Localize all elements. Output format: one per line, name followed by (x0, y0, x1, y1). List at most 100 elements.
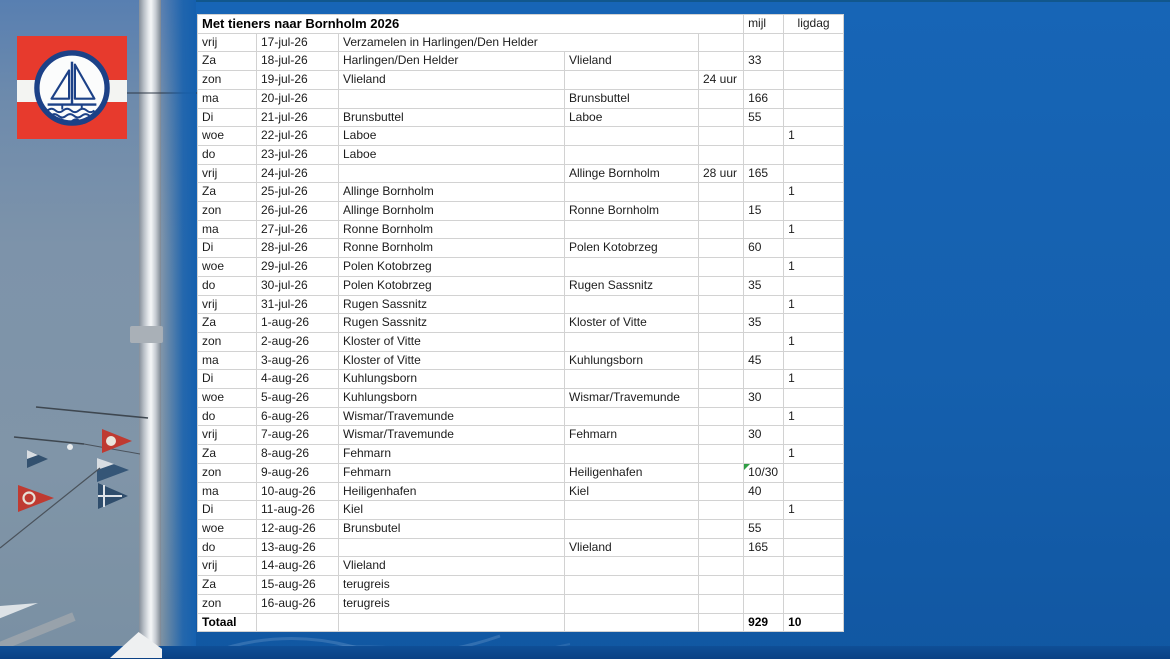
mast (139, 0, 161, 646)
table-row: do 30-jul-26 Polen Kotobrzeg Rugen Sassnitz… (197, 275, 845, 296)
cell-date: 17-jul-26 (256, 32, 339, 53)
cell-day: zon (197, 201, 257, 221)
cell-from: Brunsbutel (338, 518, 565, 539)
cell-from: Polen Kotobrzeg (338, 275, 565, 296)
cell-to: Vlieland (564, 51, 699, 72)
cell-date: 20-jul-26 (256, 88, 339, 109)
cell-day: Di (197, 500, 257, 520)
cell-mijl: 10/30 (743, 462, 785, 483)
cell-mijl: 33 (743, 51, 785, 72)
cell-mijl (743, 182, 785, 203)
cell-mijl: 40 (743, 481, 785, 502)
cell-from: terugreis (338, 593, 565, 614)
cell-date: 21-jul-26 (256, 107, 339, 128)
cell-to: Wismar/Travemunde (564, 388, 699, 408)
cell-ligdag (783, 462, 845, 483)
cell-from: Heiligenhafen (338, 481, 565, 502)
cell-from: Laboe (338, 126, 565, 146)
cell-mijl: 166 (743, 88, 785, 109)
harbor-photo (0, 0, 197, 653)
table-row: Di 28-jul-26 Ronne Bornholm Polen Kotobrzeg… (197, 238, 845, 259)
cell-from: Vlieland (338, 70, 565, 90)
cell-duration (697, 425, 745, 446)
cell-ligdag (783, 51, 845, 72)
table-row: Za 25-jul-26 Allinge Bornholm 1 (197, 182, 845, 203)
cell-duration (697, 107, 745, 128)
cell-ligdag (783, 163, 845, 184)
cell-from: Kiel (338, 500, 565, 520)
cell-date: 8-aug-26 (256, 444, 339, 464)
cell-date: 1-aug-26 (256, 313, 339, 333)
table-row: Za 1-aug-26 Rugen Sassnitz Kloster of Vitte… (197, 313, 845, 333)
cell-duration (697, 388, 745, 408)
cell-day: Za (197, 575, 257, 595)
cell-day: Di (197, 369, 257, 390)
cell-from: Kloster of Vitte (338, 331, 565, 352)
cell-to (564, 593, 699, 614)
table-cell-empty (564, 612, 699, 633)
cell-date: 2-aug-26 (256, 331, 339, 352)
cell-date: 29-jul-26 (256, 257, 339, 277)
cell-duration (697, 350, 745, 371)
table-row: Di 21-jul-26 Brunsbuttel Laboe 55 (197, 107, 845, 128)
cell-day: Di (197, 238, 257, 259)
cell-mijl: 165 (743, 163, 785, 184)
cell-ligdag (783, 481, 845, 502)
cell-date: 18-jul-26 (256, 51, 339, 72)
cell-day: ma (197, 88, 257, 109)
cell-day: Za (197, 444, 257, 464)
cell-from (338, 537, 565, 558)
cell-from: Kuhlungsborn (338, 388, 565, 408)
table-row: zon 26-jul-26 Allinge Bornholm Ronne Bornho… (197, 201, 845, 221)
sailing-club-logo (17, 36, 127, 139)
cell-duration (697, 144, 745, 165)
cell-day: ma (197, 350, 257, 371)
cell-ligdag (783, 537, 845, 558)
cell-duration: 28 uur (697, 163, 745, 184)
cell-day: vrij (197, 294, 257, 315)
cell-mijl (743, 331, 785, 352)
cell-day: woe (197, 388, 257, 408)
cell-ligdag: 1 (783, 219, 845, 240)
cell-ligdag (783, 144, 845, 165)
cell-mijl: 60 (743, 238, 785, 259)
cell-day: zon (197, 70, 257, 90)
cell-ligdag (783, 593, 845, 614)
cell-mijl: 35 (743, 313, 785, 333)
cell-duration (697, 500, 745, 520)
cell-to: Brunsbuttel (564, 88, 699, 109)
cell-mijl (743, 294, 785, 315)
cell-day: vrij (197, 32, 257, 53)
table-row: woe 29-jul-26 Polen Kotobrzeg 1 (197, 257, 845, 277)
cell-to (564, 331, 699, 352)
table-row: zon 9-aug-26 Fehmarn Heiligenhafen 10/30 (197, 462, 845, 483)
cell-duration (697, 537, 745, 558)
pennant-flags (0, 406, 149, 549)
cell-error-indicator-icon (744, 464, 751, 470)
cell-to: Allinge Bornholm (564, 163, 699, 184)
column-header-mijl: mijl (743, 14, 785, 34)
cell-from: Brunsbuttel (338, 107, 565, 128)
cell-ligdag: 1 (783, 294, 845, 315)
cell-to: Ronne Bornholm (564, 201, 699, 221)
cell-from: Rugen Sassnitz (338, 294, 565, 315)
cell-day: do (197, 144, 257, 165)
table-row: woe 5-aug-26 Kuhlungsborn Wismar/Travemunde… (197, 388, 845, 408)
cell-mijl (743, 70, 785, 90)
cell-ligdag (783, 575, 845, 595)
cell-duration: 24 uur (697, 70, 745, 90)
table-row: ma 20-jul-26 Brunsbuttel 166 (197, 88, 845, 109)
cell-duration (697, 257, 745, 277)
cell-date: 16-aug-26 (256, 593, 339, 614)
cell-duration (697, 126, 745, 146)
cell-ligdag (783, 313, 845, 333)
bottom-edge-bar (0, 646, 1170, 659)
cell-day: Za (197, 182, 257, 203)
table-row: woe 12-aug-26 Brunsbutel 55 (197, 518, 845, 539)
cell-mijl: 55 (743, 518, 785, 539)
cell-from: Kloster of Vitte (338, 350, 565, 371)
cell-ligdag (783, 70, 845, 90)
cell-duration (697, 369, 745, 390)
cell-from: Wismar/Travemunde (338, 425, 565, 446)
cell-duration (697, 51, 745, 72)
